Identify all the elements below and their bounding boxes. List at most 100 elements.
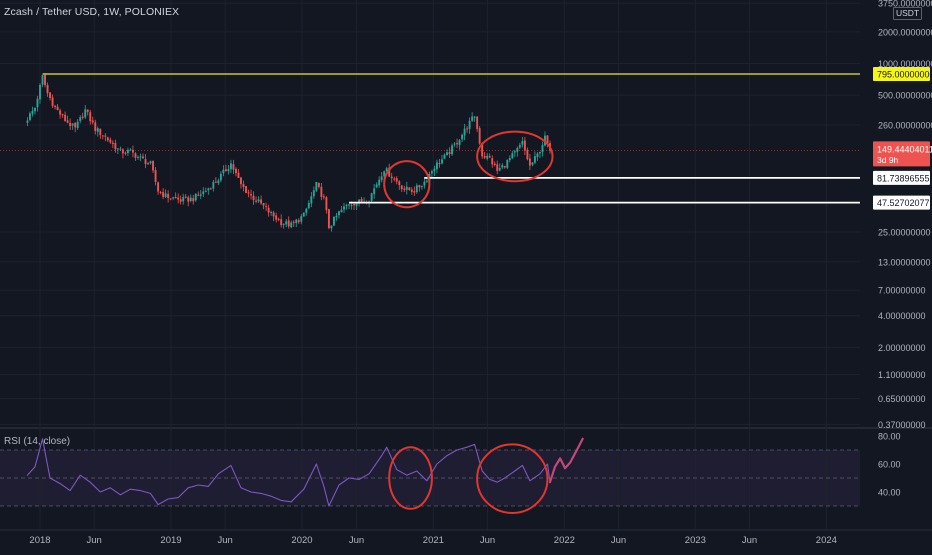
candle-body xyxy=(473,116,476,118)
x-tick-label: Jun xyxy=(87,535,102,546)
annotation-ellipse xyxy=(476,130,554,183)
y-tick-label: 13.00000000 xyxy=(878,257,931,267)
currency-label: USDT xyxy=(893,7,923,20)
candle-body xyxy=(116,148,119,150)
y-tick-label: 1.10000000 xyxy=(878,370,926,380)
candle-body xyxy=(34,108,36,112)
candle-body xyxy=(199,194,202,196)
candle-body xyxy=(430,171,433,174)
candle-body xyxy=(132,149,134,153)
candle-body xyxy=(54,105,57,108)
candle-body xyxy=(466,128,469,130)
candle-body xyxy=(91,120,94,123)
candle-body xyxy=(516,148,519,152)
candle-body xyxy=(219,173,222,181)
candle-body xyxy=(56,106,59,111)
y-tick-label: 2.00000000 xyxy=(878,343,926,353)
candle-body xyxy=(204,190,207,192)
rsi-label: RSI (14, close) xyxy=(4,436,71,447)
candle-body xyxy=(471,116,474,121)
candle-body xyxy=(229,163,232,170)
candle-body xyxy=(275,215,278,220)
candle-body xyxy=(350,204,353,206)
y-tick-label: 0.37000000 xyxy=(878,420,926,430)
candle-body xyxy=(157,182,160,192)
y-tick-label: 25.00000000 xyxy=(878,228,931,238)
candle-body xyxy=(438,163,441,165)
candle-body xyxy=(109,139,112,143)
candle-body xyxy=(305,208,308,213)
level-label-box xyxy=(873,170,930,185)
candle-body xyxy=(523,140,526,151)
candle-body xyxy=(322,196,325,198)
candle-body xyxy=(235,168,237,174)
candle-body xyxy=(435,162,438,170)
candle-body xyxy=(285,221,288,225)
x-tick-label: 2024 xyxy=(816,535,837,546)
candle-body xyxy=(142,156,144,159)
candle-body xyxy=(252,195,255,201)
candle-body xyxy=(360,198,363,202)
candle-body xyxy=(137,156,139,158)
candle-body xyxy=(51,97,54,107)
candle-body xyxy=(182,197,185,202)
candle-body xyxy=(441,159,443,164)
candle-body xyxy=(388,167,391,177)
candle-body xyxy=(478,128,481,144)
candle-body xyxy=(488,156,491,158)
candle-body xyxy=(245,186,247,193)
candle-body xyxy=(94,122,97,131)
candle-body xyxy=(513,151,516,153)
candle-body xyxy=(280,219,283,226)
last-price-countdown: 3d 9h xyxy=(877,155,899,165)
candle-body xyxy=(134,153,137,158)
candle-body xyxy=(84,109,87,118)
candle-body xyxy=(192,198,195,202)
rsi-projection-line xyxy=(548,437,584,484)
candle-body xyxy=(385,168,388,172)
candle-body xyxy=(521,141,524,145)
candle-body xyxy=(508,158,511,161)
candle-body xyxy=(506,159,509,168)
candle-body xyxy=(425,180,428,182)
candle-body xyxy=(162,192,165,197)
y-tick-label: 500.00000000 xyxy=(878,91,932,101)
last-price-label: 149.44404011 xyxy=(877,144,932,154)
annotation-ellipse xyxy=(383,160,431,209)
candle-body xyxy=(119,148,122,150)
candle-body xyxy=(126,149,129,153)
candle-body xyxy=(202,191,205,195)
candle-body xyxy=(179,199,182,202)
candle-body xyxy=(481,143,484,157)
candle-body xyxy=(272,212,275,217)
candle-body xyxy=(518,145,521,148)
candle-body xyxy=(403,188,406,190)
rsi-line xyxy=(26,438,551,507)
candle-body xyxy=(282,223,285,225)
candle-body xyxy=(159,192,162,194)
candle-body xyxy=(61,114,64,116)
candle-body xyxy=(380,176,383,181)
candle-body xyxy=(31,110,34,114)
candle-body xyxy=(433,168,436,172)
candle-body xyxy=(277,218,280,220)
candle-body xyxy=(36,98,39,108)
candle-body xyxy=(408,187,411,191)
candle-body xyxy=(101,135,104,137)
candle-body xyxy=(373,188,376,195)
candle-body xyxy=(167,193,170,199)
chart-title: Zcash / Tether USD, 1W, POLONIEX xyxy=(4,6,180,18)
candle-body xyxy=(129,149,132,151)
candle-body xyxy=(187,197,190,202)
x-tick-label: Jun xyxy=(611,535,626,546)
candle-body xyxy=(124,152,127,154)
candle-body xyxy=(222,169,225,174)
candle-body xyxy=(114,143,117,150)
candle-body xyxy=(398,181,401,185)
candle-body xyxy=(96,128,99,132)
candle-body xyxy=(172,197,175,199)
level-label-box xyxy=(873,67,930,81)
candle-body xyxy=(217,180,220,183)
candle-body xyxy=(312,190,315,197)
candle-body xyxy=(325,197,328,211)
